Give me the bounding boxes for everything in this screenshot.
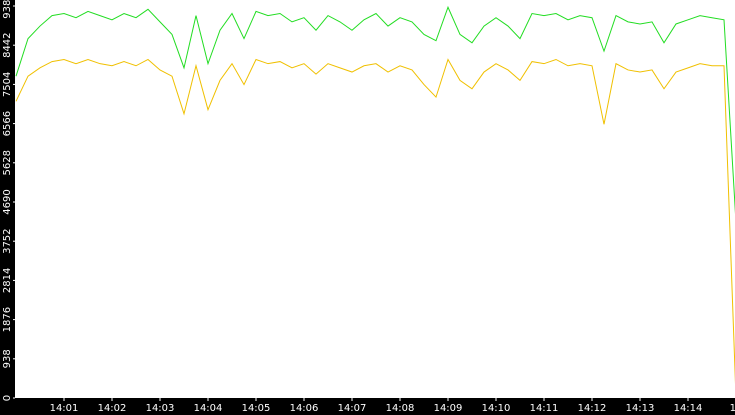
x-tick-label: 14:01 (50, 403, 79, 414)
y-tick-label: 3752 (2, 228, 13, 253)
x-tick-label: 14:13 (626, 403, 655, 414)
y-tick-label: 0 (2, 395, 13, 401)
y-tick-label: 938 (2, 349, 13, 368)
series-line (15, 5, 735, 215)
x-tick-label: 14:07 (338, 403, 367, 414)
x-tick-label: 14:08 (386, 403, 415, 414)
y-tick-label: 2814 (2, 268, 13, 293)
x-tick-label: 14:12 (578, 403, 607, 414)
x-tick-label: 14:05 (242, 403, 271, 414)
y-tick-label: 7504 (2, 72, 13, 97)
x-tick-label: 14:02 (98, 403, 127, 414)
x-tick-label: 14:10 (482, 403, 511, 414)
x-tick-label: 14:06 (290, 403, 319, 414)
x-tick-label: 14:11 (530, 403, 559, 414)
y-tick-label: 1876 (2, 307, 13, 332)
x-axis-strip (0, 398, 735, 415)
x-tick-label: 14:03 (146, 403, 175, 414)
y-tick-label: 4690 (2, 189, 13, 214)
y-tick-label: 8442 (2, 32, 13, 57)
x-tick-label: 14:09 (434, 403, 463, 414)
y-axis-strip (0, 0, 15, 415)
x-tick-label: 14:14 (674, 403, 703, 414)
y-tick-label: 5628 (2, 150, 13, 175)
x-tick-label: 14:04 (194, 403, 223, 414)
x-tick-label: 14 (730, 403, 735, 414)
y-tick-label: 9380 (2, 0, 13, 19)
series-line (15, 58, 735, 385)
y-tick-label: 6566 (2, 111, 13, 136)
